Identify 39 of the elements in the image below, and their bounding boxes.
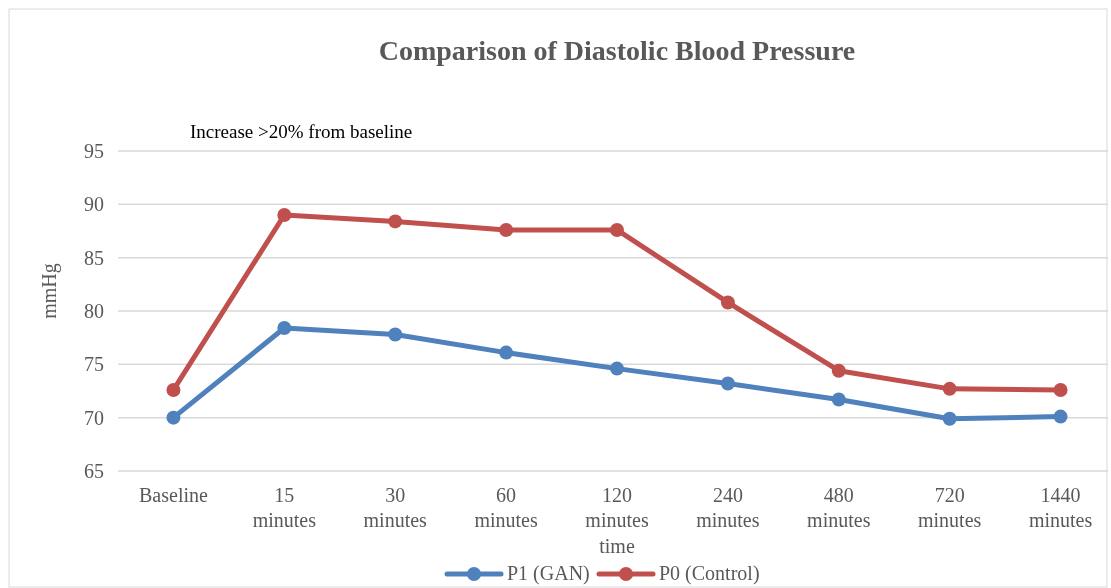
point [720,295,735,310]
y-tick-label: 85 [84,246,104,269]
point [1053,409,1068,424]
x-tick-label: 60 minutes [474,484,538,531]
point [499,222,514,237]
point [831,392,846,407]
chart-title: Comparison of Diastolic Blood Pressure [378,35,856,66]
x-tick-label: Baseline [139,484,208,506]
text: Increase >20% from baseline [190,121,413,142]
x-tick-label: 480 minutes [807,484,871,531]
y-tick-label: 70 [84,406,104,429]
legend-label: P0 (Control) [659,562,760,585]
y-tick-label: 90 [84,193,104,216]
point [1053,382,1068,397]
point [499,345,514,360]
x-tick-label: 1440 minutes [1028,484,1093,531]
x-tick-label: 30 minutes [363,484,428,531]
point [388,327,403,342]
x-axis-title: time [599,535,635,557]
point [277,208,292,222]
y-tick-label: 95 [84,140,104,162]
point [942,381,957,396]
point [166,382,181,397]
point [720,376,735,391]
point [831,363,846,378]
point [388,214,403,229]
point [166,410,181,425]
y-axis-title: mmHg [38,263,61,319]
x-tick-label: 15 minutes [252,484,317,531]
y-tick-label: 65 [84,460,104,482]
x-tick-label: 720 minutes [917,484,982,531]
point [277,321,292,336]
point [942,411,957,426]
x-tick-label: 240 minutes [696,484,760,531]
legend-label: P1 (GAN) [507,562,590,585]
point [610,361,624,376]
y-tick-label: 75 [84,353,104,376]
y-tick-label: 80 [84,300,104,322]
point [610,222,624,237]
